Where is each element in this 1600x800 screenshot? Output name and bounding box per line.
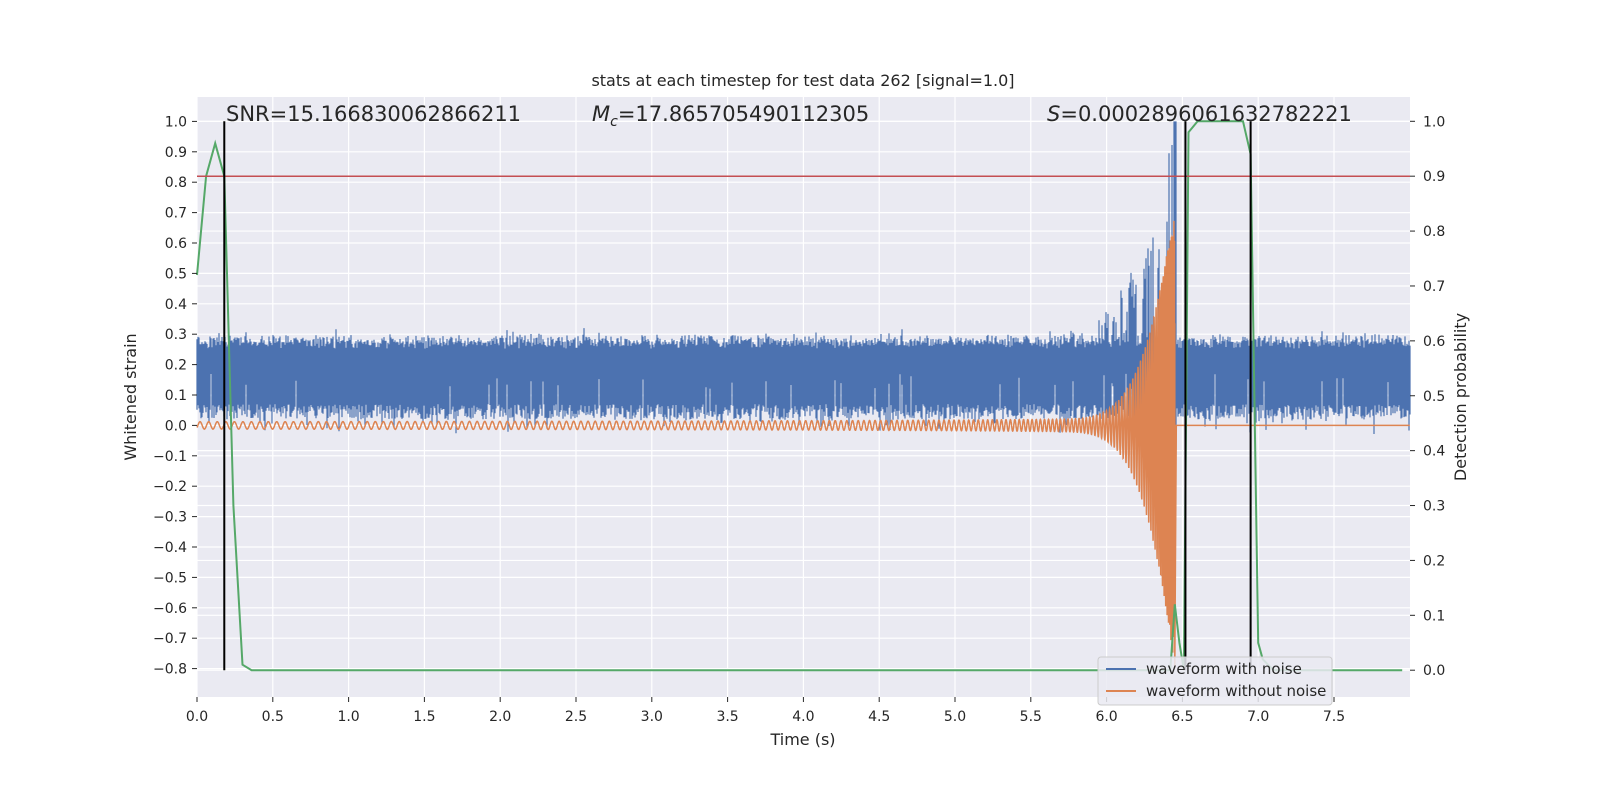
y-left-tick-label: 0.5 (165, 266, 187, 282)
x-tick-label: 1.0 (337, 709, 359, 725)
y-right-tick-label: 0.6 (1423, 334, 1445, 350)
x-tick-label: 0.5 (262, 709, 284, 725)
y-left-tick-label: 0.1 (165, 388, 187, 404)
x-tick-label: 6.0 (1095, 709, 1117, 725)
y-right-axis-label: Detection probability (1451, 313, 1470, 481)
y-left-tick-label: −0.8 (153, 662, 187, 678)
y-left-tick-label: −0.1 (153, 449, 187, 465)
chart-title: stats at each timestep for test data 262… (591, 71, 1014, 90)
y-right-tick-label: 0.2 (1423, 553, 1445, 569)
s-value: =0.0002896061632782221 (1060, 102, 1352, 126)
y-right-axis-ticks: 1.0 0.9 0.8 0.7 0.6 0.5 0.4 0.3 0.2 0.1 0.0 (1410, 114, 1445, 679)
y-left-tick-label: −0.4 (153, 540, 187, 556)
y-left-tick-label: 1.0 (165, 114, 187, 130)
y-left-tick-label: 0.2 (165, 358, 187, 374)
y-left-tick-label: 0.8 (165, 175, 187, 191)
y-left-tick-label: −0.7 (153, 631, 187, 647)
y-left-tick-label: −0.2 (153, 479, 187, 495)
x-tick-label: 0.0 (186, 709, 208, 725)
chirp-mass-value: =17.865705490112305 (618, 102, 869, 126)
x-tick-label: 6.5 (1171, 709, 1193, 725)
y-right-tick-label: 0.8 (1423, 224, 1445, 240)
legend-label-clean: waveform without noise (1146, 682, 1326, 700)
x-tick-label: 7.5 (1323, 709, 1345, 725)
y-left-tick-label: 0.7 (165, 206, 187, 222)
y-left-axis-ticks: 1.0 0.9 0.8 0.7 0.6 0.5 0.4 0.3 0.2 0.1 0.0 −0.1 −0.… (153, 114, 197, 678)
x-tick-label: 5.0 (944, 709, 966, 725)
y-right-tick-label: 0.7 (1423, 279, 1445, 295)
s-symbol: S (1047, 102, 1060, 126)
x-tick-label: 4.0 (792, 709, 814, 725)
y-left-tick-label: 0.6 (165, 236, 187, 252)
chirp-mass-subscript: c (610, 114, 618, 130)
y-right-tick-label: 1.0 (1423, 114, 1445, 130)
y-right-tick-label: 0.9 (1423, 169, 1445, 185)
x-tick-label: 4.5 (868, 709, 890, 725)
marker-lines (197, 121, 1410, 671)
legend-label-noise: waveform with noise (1146, 660, 1302, 678)
legend-box (1097, 656, 1333, 706)
snr-annotation: SNR=15.166830062866211 (226, 102, 521, 126)
chirp-mass-symbol: M (592, 102, 610, 126)
s-annotation: S=0.0002896061632782221 (1047, 102, 1352, 126)
y-right-tick-label: 0.4 (1423, 444, 1445, 460)
x-tick-label: 3.5 (716, 709, 738, 725)
y-left-tick-label: −0.5 (153, 570, 187, 586)
x-axis-label: Time (s) (769, 730, 835, 749)
x-tick-label: 2.0 (489, 709, 511, 725)
y-left-tick-label: −0.3 (153, 510, 187, 526)
y-right-tick-label: 0.1 (1423, 608, 1445, 624)
x-axis-ticks: 0.0 0.5 1.0 1.5 2.0 2.5 3.0 3.5 4.0 4.5 5.0 5.5 6.0 6… (186, 697, 1345, 725)
x-tick-label: 7.0 (1247, 709, 1269, 725)
y-left-tick-label: −0.6 (153, 601, 187, 617)
clean-waveform-line (196, 220, 1410, 669)
y-left-tick-label: 0.4 (165, 297, 187, 313)
x-tick-label: 1.5 (413, 709, 435, 725)
legend: waveform with noise waveform without noi… (1097, 656, 1333, 706)
y-right-tick-label: 0.3 (1423, 499, 1445, 515)
x-tick-label: 2.5 (565, 709, 587, 725)
x-tick-label: 3.0 (641, 709, 663, 725)
y-right-tick-label: 0.0 (1423, 663, 1445, 679)
chirp-mass-annotation: Mc=17.865705490112305 (592, 102, 869, 130)
y-left-tick-label: 0.9 (165, 145, 187, 161)
series-waveform-without-noise (196, 220, 1410, 669)
y-left-axis-label: Whitened strain (121, 333, 140, 460)
y-left-tick-label: 0.0 (165, 418, 187, 434)
x-tick-label: 5.5 (1020, 709, 1042, 725)
y-right-tick-label: 0.5 (1423, 389, 1445, 405)
y-left-tick-label: 0.3 (165, 327, 187, 343)
